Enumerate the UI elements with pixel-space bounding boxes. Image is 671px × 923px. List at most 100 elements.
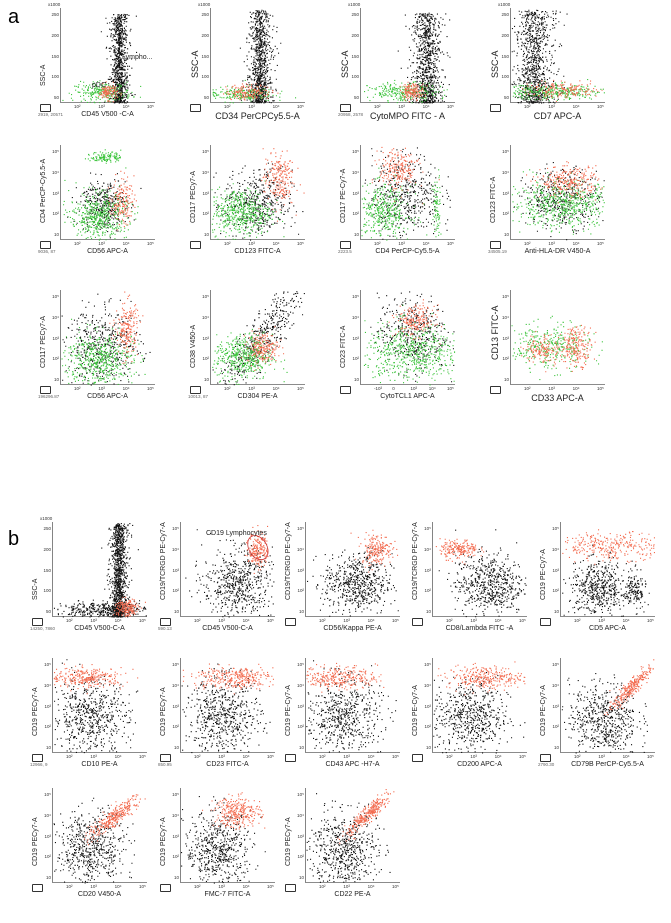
plot-frame-icon — [32, 754, 43, 762]
y-tick-label: 250 — [51, 12, 59, 17]
cell-events — [350, 529, 399, 573]
plot-frame-icon — [160, 618, 171, 626]
scatter-plot-b12: CD19 PECy7-A 10⁵ 10⁴ 10³ 10² 10 10² 10³ 10⁴ 10⁵ FM… — [160, 788, 275, 905]
x-tick-label: 10³ — [410, 386, 418, 391]
y-tick-label: 10⁴ — [202, 169, 209, 175]
y-axis-scale-label: x1000 — [40, 516, 53, 521]
x-tick-label: -10³ — [374, 386, 383, 391]
coordinate-readout: 20958, 2578 — [338, 112, 364, 117]
tumor-cell-cluster — [202, 792, 266, 831]
x-tick-label: 10² — [446, 754, 453, 759]
cell-events — [511, 169, 605, 235]
cell-events — [307, 547, 399, 617]
x-tick-label: 10³ — [548, 386, 555, 391]
coordinate-readout: 2223.5 — [338, 249, 352, 254]
y-tick-label: 10 — [298, 609, 304, 614]
axes-frame — [360, 290, 455, 385]
y-axis-label: CD19 PE-Cy7-A — [285, 684, 292, 736]
x-tick-label: 10³ — [218, 884, 225, 889]
y-tick-label: 250 — [201, 12, 209, 17]
y-tick-label: 10³ — [552, 567, 559, 573]
y-tick-label: 50 — [503, 95, 509, 100]
coordinate-readout: 590.13 — [158, 626, 172, 631]
normal-cell-cluster — [511, 9, 569, 104]
x-tick-label: 10⁴ — [272, 386, 280, 391]
y-axis-label: CD123 FITC-A — [490, 176, 497, 223]
x-axis-label: CD200 APC-A — [457, 761, 502, 768]
x-tick-label: 10⁵ — [267, 618, 274, 623]
x-tick-label: 10⁴ — [122, 104, 130, 109]
tumor-cell-cluster — [399, 81, 428, 103]
y-tick-label: 10⁵ — [172, 526, 179, 531]
x-tick-label: 10⁴ — [572, 386, 580, 391]
x-tick-label: 10⁵ — [139, 754, 146, 759]
cell-events — [435, 538, 485, 565]
tumor-cell-cluster — [437, 661, 526, 696]
x-tick-label: 10⁵ — [147, 386, 154, 391]
plot-area — [305, 522, 400, 617]
x-tick-label: 10³ — [343, 754, 350, 759]
scatter-plot-a1: SSC-A x1000 250 200 150 100 50 10² 10³ 10⁴ 10⁵ CD45… — [38, 2, 155, 125]
coordinate-readout: 12966, 9 — [30, 762, 48, 767]
gate-label: pDC — [92, 82, 107, 89]
x-axis-label: CD23 FITC-A — [206, 761, 249, 768]
y-tick-label: 50 — [53, 95, 59, 100]
y-tick-label: 10² — [424, 588, 431, 594]
y-tick-label: 10² — [552, 588, 559, 594]
cell-events — [223, 83, 279, 101]
cell-events — [511, 9, 569, 104]
cell-events — [399, 81, 428, 103]
cell-events — [562, 529, 655, 565]
y-axis-label: CD19 PE-Cy7-A — [540, 548, 547, 600]
y-tick-label: 10² — [297, 854, 304, 860]
x-tick-label: 10² — [224, 386, 231, 391]
x-tick-label: 10⁵ — [647, 754, 654, 759]
tumor-cell-cluster — [98, 81, 122, 103]
tumor-cell-cluster — [337, 789, 395, 844]
gate-label: CD19 Lymphocytes — [206, 530, 267, 537]
x-tick-label: 10² — [374, 104, 381, 109]
normal-cell-cluster — [618, 564, 650, 617]
x-tick-label: 10³ — [248, 104, 255, 109]
y-tick-label: 10 — [173, 745, 179, 750]
tumor-cell-cluster — [350, 529, 399, 573]
normal-cell-cluster — [397, 12, 451, 104]
x-tick-label: 10⁵ — [297, 241, 304, 246]
cell-events — [181, 663, 271, 754]
x-axis-label: CD56/Kappa PE-A — [323, 625, 382, 632]
cell-events — [181, 796, 266, 884]
x-tick-label: 10⁴ — [272, 104, 280, 109]
plot-frame-icon — [190, 386, 201, 394]
x-axis-label: CD43 APC -H7-A — [325, 761, 380, 768]
reference-cell-cluster — [511, 169, 605, 235]
x-axis-label: CD10 PE-A — [81, 761, 118, 768]
scatter-plot-a10: CD38 V450-A 10⁵ 10⁴ 10³ 10² 10 10² 10³ 10⁴ 10⁵ CD3… — [188, 290, 305, 407]
reference-cell-cluster — [84, 149, 122, 164]
x-tick-label: 10⁵ — [447, 386, 454, 391]
cell-events — [512, 79, 605, 102]
x-tick-label: 10³ — [548, 241, 555, 246]
x-axis-label: CytoMPO FITC - A — [369, 111, 445, 121]
plot-frame-icon — [540, 618, 551, 626]
coordinate-readout: 196296.87 — [38, 394, 60, 399]
y-axis-label: CD19/TCRGD PE-Cy7-A — [412, 521, 419, 600]
reference-cell-cluster — [512, 79, 605, 102]
y-tick-label: 10² — [502, 356, 509, 362]
y-tick-label: 10³ — [202, 335, 209, 341]
plot-frame-icon — [160, 754, 171, 762]
y-tick-label: 150 — [351, 53, 359, 59]
plot-frame-icon — [490, 241, 501, 249]
cell-events — [213, 162, 304, 241]
y-tick-label: 10³ — [52, 335, 59, 341]
x-tick-label: 10⁴ — [367, 754, 375, 759]
normal-cell-cluster — [307, 547, 399, 617]
y-tick-label: 150 — [201, 53, 209, 59]
x-tick-label: 10³ — [470, 754, 477, 759]
x-axis-label: CD304 PE-A — [237, 393, 278, 400]
y-tick-label: 10³ — [202, 190, 209, 196]
y-axis-label: CD19/TCRGD PE-Cy7-A — [160, 521, 167, 600]
axes-frame — [432, 658, 527, 753]
reference-cell-cluster — [511, 315, 603, 381]
x-axis-label: CD79B PerCP-Cy5.5-A — [571, 761, 644, 768]
scatter-plot-b10: CD19 PE-Cy7-A 10⁵ 10⁴ 10³ 10² 10 10² 10³ 10⁴ 10⁵ C… — [538, 658, 655, 775]
